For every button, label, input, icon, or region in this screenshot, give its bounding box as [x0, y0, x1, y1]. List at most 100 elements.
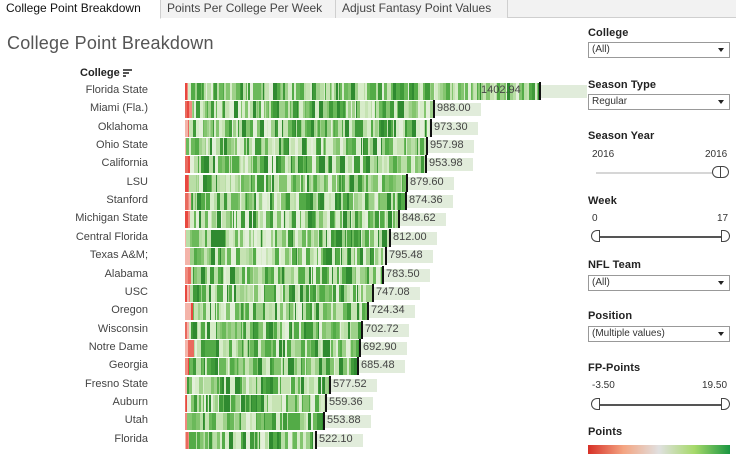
season-year-max: 2016	[705, 149, 728, 160]
college-row: Oklahoma 973.30	[0, 118, 580, 137]
fp-points-slider-max-handle[interactable]	[721, 398, 730, 410]
college-column-header[interactable]: College	[80, 67, 132, 79]
tab-college-point-breakdown[interactable]: College Point Breakdown	[0, 0, 161, 19]
bar-end-marker	[315, 430, 317, 449]
college-row: Wisconsin 702.72	[0, 320, 580, 339]
college-row: Notre Dame 692.90	[0, 338, 580, 357]
fp-points-filter-label: FP-Points	[588, 362, 641, 374]
college-points-bar[interactable]	[185, 284, 374, 302]
college-points-bar[interactable]	[185, 376, 331, 394]
college-points-bar[interactable]	[185, 303, 369, 321]
week-min: 0	[592, 213, 598, 224]
bar-end-marker	[539, 82, 541, 100]
position-filter-dropdown[interactable]: (Multiple values)	[588, 326, 730, 342]
college-points-bar[interactable]	[185, 431, 317, 449]
value-label-background	[359, 360, 405, 374]
bar-end-marker	[382, 265, 384, 284]
bar-value-label: 724.34	[371, 304, 405, 317]
college-points-bar[interactable]	[185, 119, 432, 137]
college-points-bar[interactable]	[185, 138, 428, 156]
bar-end-marker	[406, 173, 408, 192]
value-label-background	[384, 268, 430, 282]
tab-bar: College Point Breakdown Points Per Colle…	[0, 0, 736, 19]
college-points-bar[interactable]	[185, 413, 325, 431]
college-label: Michigan State	[75, 212, 148, 225]
value-label-background	[432, 121, 478, 135]
week-slider-max-handle[interactable]	[721, 230, 730, 242]
value-label-background	[427, 158, 473, 172]
college-row: Stanford 874.36	[0, 192, 580, 211]
bar-value-label: 973.30	[434, 120, 468, 133]
week-slider-min-handle[interactable]	[591, 230, 600, 242]
college-label: California	[101, 157, 148, 170]
nfl-team-filter-dropdown[interactable]: (All)	[588, 275, 730, 291]
college-label: USC	[124, 285, 148, 298]
nfl-team-filter-label: NFL Team	[588, 259, 641, 271]
bar-end-marker	[329, 375, 331, 394]
value-label-background	[361, 341, 407, 355]
college-filter-value: (All)	[592, 44, 610, 55]
college-points-bar[interactable]	[185, 193, 407, 211]
bar-value-label: 553.88	[327, 414, 361, 427]
college-points-bar[interactable]	[185, 248, 387, 266]
tab-adjust-fantasy-point-values[interactable]: Adjust Fantasy Point Values	[336, 0, 508, 18]
college-label: Notre Dame	[88, 340, 148, 353]
college-points-bar[interactable]	[185, 174, 408, 192]
college-label: Stanford	[106, 194, 148, 207]
bar-end-marker	[357, 357, 359, 376]
college-points-bar[interactable]	[185, 358, 359, 376]
bar-end-marker	[425, 155, 427, 174]
bar-end-marker	[367, 302, 369, 321]
points-legend-label: Points	[588, 426, 623, 438]
college-points-bar[interactable]	[185, 266, 384, 284]
bar-end-marker	[398, 210, 400, 229]
season-type-filter-dropdown[interactable]: Regular	[588, 94, 730, 110]
fp-points-slider-min-handle[interactable]	[591, 398, 600, 410]
value-label-background	[331, 378, 377, 392]
season-year-filter-label: Season Year	[588, 130, 655, 142]
value-label-background	[369, 305, 415, 319]
value-label-background	[400, 213, 446, 227]
college-row: Florida 522.10	[0, 430, 580, 449]
tab-points-per-college-per-week[interactable]: Points Per College Per Week	[161, 0, 336, 18]
fp-points-slider-track[interactable]	[596, 404, 726, 406]
season-year-slider-track[interactable]	[596, 172, 726, 174]
college-row: Oregon 724.34	[0, 302, 580, 321]
college-row: Fresno State 577.52	[0, 375, 580, 394]
college-filter-dropdown[interactable]: (All)	[588, 42, 730, 58]
week-filter-label: Week	[588, 195, 617, 207]
college-row: Central Florida 812.00	[0, 228, 580, 247]
college-row: Ohio State 957.98	[0, 137, 580, 156]
bar-value-label: 702.72	[365, 322, 399, 335]
bar-end-marker	[405, 192, 407, 211]
bar-end-marker	[359, 338, 361, 357]
college-points-bar[interactable]	[185, 156, 427, 174]
bar-value-label: 988.00	[437, 102, 471, 115]
college-label: Oregon	[111, 304, 148, 317]
week-slider-track[interactable]	[596, 236, 726, 238]
sort-descending-icon[interactable]	[122, 69, 132, 77]
bar-value-label: 692.90	[363, 340, 397, 353]
college-points-bar[interactable]	[185, 394, 327, 412]
bar-value-label: 812.00	[393, 230, 427, 243]
college-row: USC 747.08	[0, 283, 580, 302]
nfl-team-filter-value: (All)	[592, 277, 610, 288]
position-filter-value: (Multiple values)	[592, 328, 665, 339]
college-points-bar[interactable]	[185, 321, 363, 339]
college-points-bar[interactable]	[185, 339, 361, 357]
season-year-slider-max-handle[interactable]	[720, 166, 729, 178]
value-label-background	[327, 396, 373, 410]
page-title: College Point Breakdown	[7, 33, 214, 53]
college-points-bar[interactable]	[185, 211, 400, 229]
college-row: Miami (Fla.) 988.00	[0, 100, 580, 119]
bar-end-marker	[433, 100, 435, 119]
college-label: Central Florida	[75, 230, 148, 243]
college-row: LSU 879.60	[0, 173, 580, 192]
bar-value-label: 848.62	[402, 212, 436, 225]
value-label-background	[391, 231, 437, 245]
caret-down-icon	[718, 281, 724, 285]
college-points-bar[interactable]	[185, 229, 391, 247]
college-row: Utah 553.88	[0, 412, 580, 431]
college-points-bar[interactable]	[185, 101, 435, 119]
bar-value-label: 783.50	[386, 267, 420, 280]
